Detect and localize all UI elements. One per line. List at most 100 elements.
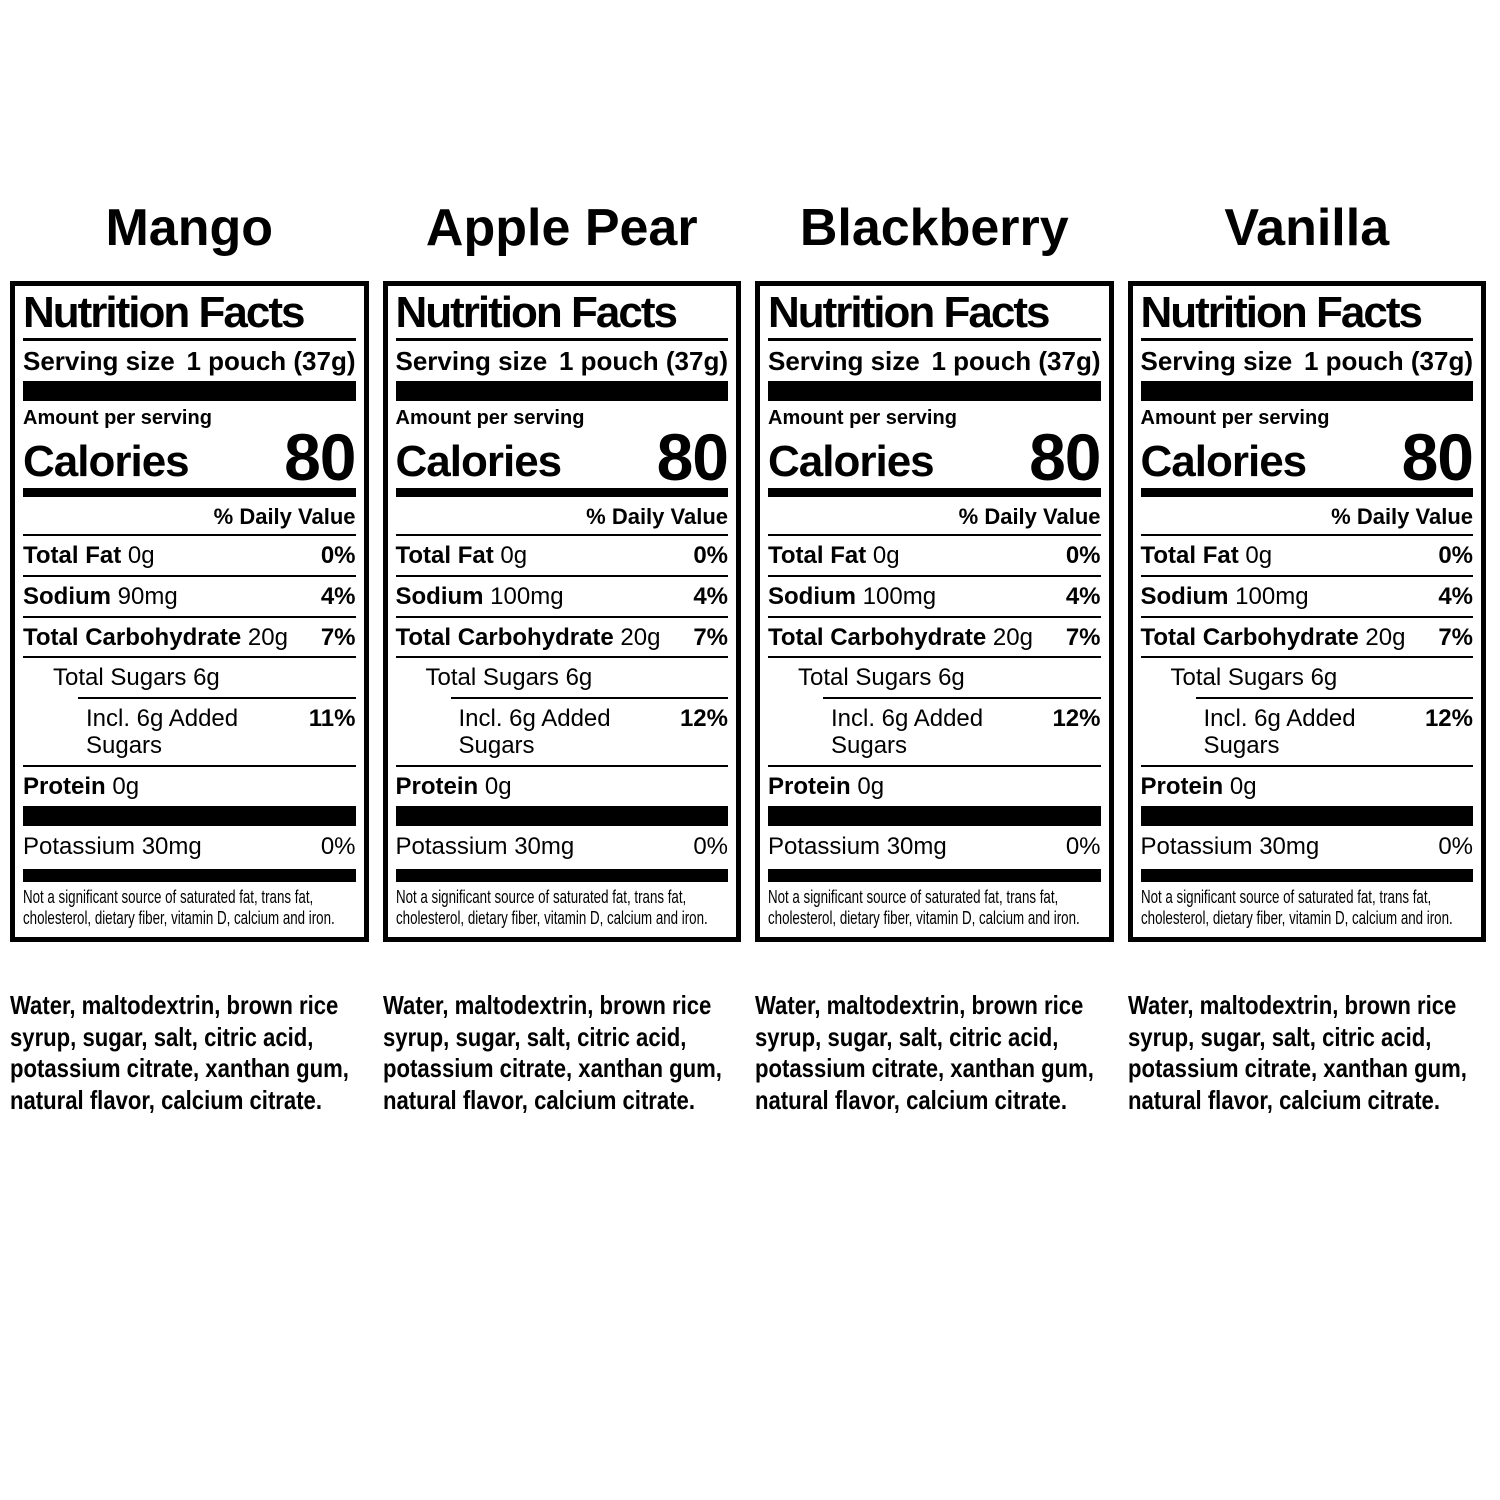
potassium-dv: 0% (693, 832, 728, 860)
calories-value: 80 (656, 420, 729, 495)
nutrient-dv: 4% (693, 582, 728, 610)
nutrient-row: Total Fat 0g 0% (768, 536, 1101, 575)
nutrient-row: Sodium 100mg 4% (395, 574, 728, 616)
footnote-text: Not a significant source of saturated fa… (23, 886, 335, 928)
nutrient-row: Total Carbohydrate 20g 7% (23, 615, 356, 657)
nutrient-name: Total Fat 0g (23, 542, 155, 570)
nutrient-name: Total Fat 0g (768, 542, 900, 570)
nutrient-dv: 7% (693, 623, 728, 651)
potassium-row: Potassium 30mg 0% (1141, 826, 1474, 867)
nutrition-facts-heading: Nutrition Facts (23, 290, 356, 342)
serving-size-row: Serving size 1 pouch (37g) (396, 341, 729, 381)
nutrient-name: Total Carbohydrate 20g (23, 623, 288, 651)
nutrient-name: Incl. 6g Added Sugars (1203, 704, 1356, 760)
serving-size-value: 1 pouch (37g) (931, 346, 1101, 377)
flavor-title: Apple Pear (425, 199, 698, 257)
nutrient-name: Sodium 100mg (395, 582, 564, 610)
nutrient-dv: 11% (308, 704, 356, 732)
nutrient-row: Sodium 90mg 4% (23, 574, 356, 616)
nutrient-name: Sodium 90mg (23, 582, 178, 610)
potassium-name-amount: Potassium 30mg (395, 832, 575, 860)
nutrient-row: Protein 0g (23, 764, 356, 806)
nutrient-name: Incl. 6g Added Sugars (86, 704, 239, 760)
divider-bar-medium (23, 488, 356, 498)
potassium-name-amount: Potassium 30mg (1140, 832, 1320, 860)
nutrient-name: Total Sugars 6g (53, 664, 220, 692)
serving-size-label: Serving size (395, 346, 548, 377)
nutrient-name: Protein 0g (768, 772, 885, 800)
calories-label: Calories (23, 437, 190, 487)
serving-size-row: Serving size 1 pouch (37g) (768, 341, 1101, 381)
nutrient-name: Total Carbohydrate 20g (1140, 623, 1406, 651)
nutrient-dv: 7% (1438, 623, 1473, 651)
nutrient-name: Total Carbohydrate 20g (395, 623, 661, 651)
divider-bar-thick (395, 805, 728, 826)
potassium-dv: 0% (320, 832, 356, 860)
label-board: Mango Nutrition Facts Serving size 1 pou… (10, 199, 1486, 1117)
nutrient-dv: 0% (693, 542, 728, 570)
amount-per-serving-label: Amount per serving (395, 407, 585, 430)
nutrient-dv: 12% (1424, 704, 1473, 732)
potassium-row: Potassium 30mg 0% (768, 826, 1101, 867)
calories-row: Calories 80 (396, 420, 730, 495)
footnote-text: Not a significant source of saturated fa… (1140, 886, 1453, 928)
nutrient-row: Total Fat 0g 0% (23, 536, 356, 575)
serving-size-label: Serving size (23, 346, 175, 377)
amount-per-serving-label: Amount per serving (23, 407, 212, 430)
nutrient-dv: 7% (320, 623, 356, 651)
nutrient-dv: 12% (1052, 704, 1101, 732)
nutrient-rows: Total Fat 0g 0% Sodium 100mg 4% Total Carboh… (395, 536, 729, 806)
footnote-wrap: Not a significant source of saturated fa… (768, 882, 1101, 931)
calories-value: 80 (1401, 420, 1474, 495)
ingredients-text: Water, maltodextrin, brown rice syrup, s… (1127, 989, 1467, 1116)
nutrient-row: Total Sugars 6g (1140, 656, 1473, 697)
flavor-title: Mango (105, 199, 274, 257)
nutrient-dv: 12% (679, 704, 728, 732)
footnote-text: Not a significant source of saturated fa… (395, 886, 708, 928)
potassium-row: Potassium 30mg 0% (396, 826, 729, 867)
flavor-column: Mango Nutrition Facts Serving size 1 pou… (10, 199, 369, 1117)
calories-row: Calories 80 (768, 420, 1102, 495)
calories-label: Calories (1140, 437, 1308, 487)
serving-size-label: Serving size (768, 346, 920, 377)
ingredients-text: Water, maltodextrin, brown rice syrup, s… (755, 989, 1094, 1116)
footnote-wrap: Not a significant source of saturated fa… (1141, 882, 1474, 931)
nutrition-facts-panel: Nutrition Facts Serving size 1 pouch (37… (755, 281, 1114, 942)
nutrient-name: Sodium 100mg (768, 582, 937, 610)
flavor-column: Apple Pear Nutrition Facts Serving size … (382, 199, 741, 1117)
nutrient-row: Total Fat 0g 0% (396, 536, 729, 575)
divider-bar-medium (768, 488, 1101, 498)
nutrient-row: Protein 0g (395, 764, 728, 806)
nutrient-row: Incl. 6g Added Sugars 11% (23, 696, 356, 765)
nutrient-row: Protein 0g (768, 764, 1101, 806)
nutrient-row: Sodium 100mg 4% (1140, 574, 1473, 616)
nutrient-name: Total Fat 0g (395, 542, 528, 570)
daily-value-header: % Daily Value (23, 497, 356, 537)
nutrient-row: Incl. 6g Added Sugars 12% (768, 696, 1101, 765)
calories-value: 80 (1029, 420, 1101, 495)
footnote-wrap: Not a significant source of saturated fa… (396, 882, 729, 931)
daily-value-header: % Daily Value (1140, 497, 1473, 537)
nutrient-row: Total Sugars 6g (395, 656, 728, 697)
nutrient-name: Total Sugars 6g (425, 664, 593, 692)
potassium-dv: 0% (1065, 832, 1101, 860)
nutrient-rows: Total Fat 0g 0% Sodium 100mg 4% Total Carboh… (1140, 536, 1474, 805)
flavor-column: Vanilla Nutrition Facts Serving size 1 p… (1127, 199, 1486, 1117)
nutrition-facts-heading: Nutrition Facts (1140, 290, 1473, 342)
nutrient-dv: 0% (1065, 542, 1101, 570)
nutrient-name: Protein 0g (395, 772, 512, 800)
potassium-name-amount: Potassium 30mg (768, 832, 947, 860)
divider-bar-thick (1140, 805, 1473, 826)
nutrient-name: Total Sugars 6g (798, 664, 965, 692)
divider-bar-thick (23, 381, 356, 402)
nutrition-facts-heading: Nutrition Facts (768, 290, 1101, 342)
nutrient-name: Total Carbohydrate 20g (768, 623, 1033, 651)
divider-bar-bottom (1140, 868, 1473, 882)
nutrient-row: Total Fat 0g 0% (1141, 536, 1474, 575)
nutrient-name: Sodium 100mg (1140, 582, 1309, 610)
potassium-row: Potassium 30mg 0% (23, 826, 356, 867)
divider-bar-bottom (395, 868, 728, 882)
nutrient-dv: 0% (1438, 542, 1473, 570)
nutrient-row: Incl. 6g Added Sugars 12% (396, 696, 728, 765)
